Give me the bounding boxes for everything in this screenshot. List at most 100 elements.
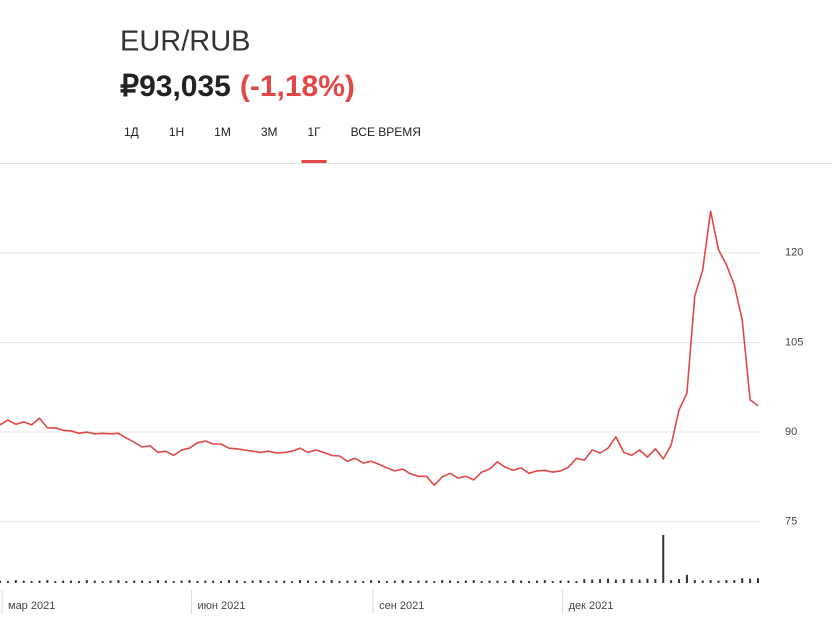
volume-bar — [117, 580, 120, 583]
volume-bar — [164, 580, 167, 583]
volume-bar — [425, 580, 428, 583]
volume-bar — [575, 581, 578, 583]
volume-bar — [259, 580, 262, 583]
volume-bar — [685, 574, 688, 583]
volume-bar — [362, 581, 365, 583]
volume-bar — [133, 580, 136, 583]
volume-bar — [172, 581, 175, 583]
volume-bar — [456, 581, 459, 583]
y-tick-label: 120 — [785, 247, 803, 259]
volume-bar — [378, 580, 380, 583]
volume-bar — [638, 579, 641, 583]
volume-bar — [393, 580, 396, 583]
volume-bar — [275, 580, 278, 583]
volume-bar — [314, 581, 317, 583]
volume-bar — [622, 579, 625, 583]
volume-bar — [693, 580, 696, 583]
volume-bar — [512, 580, 515, 583]
x-tick-label: июн 2021 — [198, 600, 246, 612]
volume-bar — [401, 580, 404, 583]
volume-bar — [14, 580, 17, 583]
volume-bar — [204, 580, 207, 583]
x-tick-label: сен 2021 — [379, 600, 424, 612]
volume-bar — [662, 535, 665, 583]
volume-bar — [322, 580, 325, 583]
volume-bar — [156, 580, 159, 583]
volume-bar — [125, 581, 128, 583]
volume-bar — [701, 580, 704, 583]
volume-bar — [472, 580, 475, 583]
volume-bar — [251, 580, 254, 583]
volume-bar — [654, 579, 657, 583]
volume-bar — [630, 579, 633, 583]
volume-bar — [22, 580, 25, 583]
price-change: (-1,18%) — [240, 70, 355, 103]
volume-bar — [646, 578, 649, 583]
volume-bar — [559, 580, 562, 583]
volume-bar — [338, 581, 341, 583]
volume-bar — [46, 580, 49, 583]
volume-bar — [717, 580, 720, 583]
volume-bar — [93, 580, 96, 583]
volume-bar — [551, 581, 554, 583]
volume-bar — [346, 580, 349, 583]
volume-bar — [188, 580, 191, 583]
volume-bar — [70, 580, 73, 583]
volume-bar — [141, 580, 144, 583]
time-range-tab[interactable]: 1Д — [124, 125, 139, 139]
volume-bar — [267, 581, 270, 583]
time-range-tab[interactable]: 1Н — [169, 125, 184, 139]
volume-bar — [291, 581, 294, 583]
volume-bar — [614, 579, 617, 583]
volume-bar — [85, 580, 88, 583]
volume-bar — [54, 581, 57, 583]
time-range-tab[interactable]: 3М — [261, 125, 278, 139]
volume-bar — [6, 581, 9, 583]
volume-bar — [567, 580, 570, 583]
chart-title: EUR/RUB — [120, 26, 251, 58]
volume-bar — [488, 580, 491, 583]
volume-bar — [370, 580, 373, 583]
volume-bar — [725, 580, 728, 583]
volume-bar — [464, 580, 467, 583]
volume-bar — [409, 581, 412, 583]
time-range-tab[interactable]: ВСЕ ВРЕМЯ — [351, 125, 421, 139]
volume-bar — [149, 581, 152, 583]
volume-bar — [449, 580, 452, 583]
y-tick-label: 105 — [785, 336, 803, 348]
time-range-tab[interactable]: 1М — [214, 125, 231, 139]
volume-bar — [496, 580, 499, 583]
volume-bar — [235, 580, 238, 583]
volume-bar — [733, 580, 736, 583]
volume-bar — [77, 581, 80, 583]
volume-bar — [606, 578, 609, 583]
volume-bar — [709, 580, 712, 583]
volume-bar — [433, 581, 436, 583]
volume-bar — [520, 580, 523, 583]
active-tab-underline — [301, 160, 327, 163]
volume-bar — [678, 579, 681, 583]
volume-bar — [38, 580, 41, 583]
volume-bar — [599, 579, 602, 583]
volume-bar — [243, 581, 246, 583]
y-tick-label: 75 — [785, 516, 797, 528]
volume-bar — [528, 581, 531, 583]
volume-bar — [212, 580, 215, 583]
x-tick-label: дек 2021 — [569, 600, 614, 612]
volume-bar — [180, 580, 183, 583]
volume-bar — [227, 580, 230, 583]
volume-bar — [299, 580, 302, 583]
volume-bar — [30, 581, 33, 583]
volume-bar — [583, 579, 586, 583]
x-tick-label: мар 2021 — [8, 600, 55, 612]
volume-bar — [749, 578, 752, 583]
volume-bar — [109, 580, 112, 583]
time-range-tab[interactable]: 1Г — [308, 125, 322, 139]
volume-bar — [0, 580, 1, 583]
volume-bar — [441, 580, 444, 583]
volume-bar — [101, 581, 104, 583]
volume-bar — [535, 580, 538, 583]
volume-bar — [330, 580, 333, 583]
